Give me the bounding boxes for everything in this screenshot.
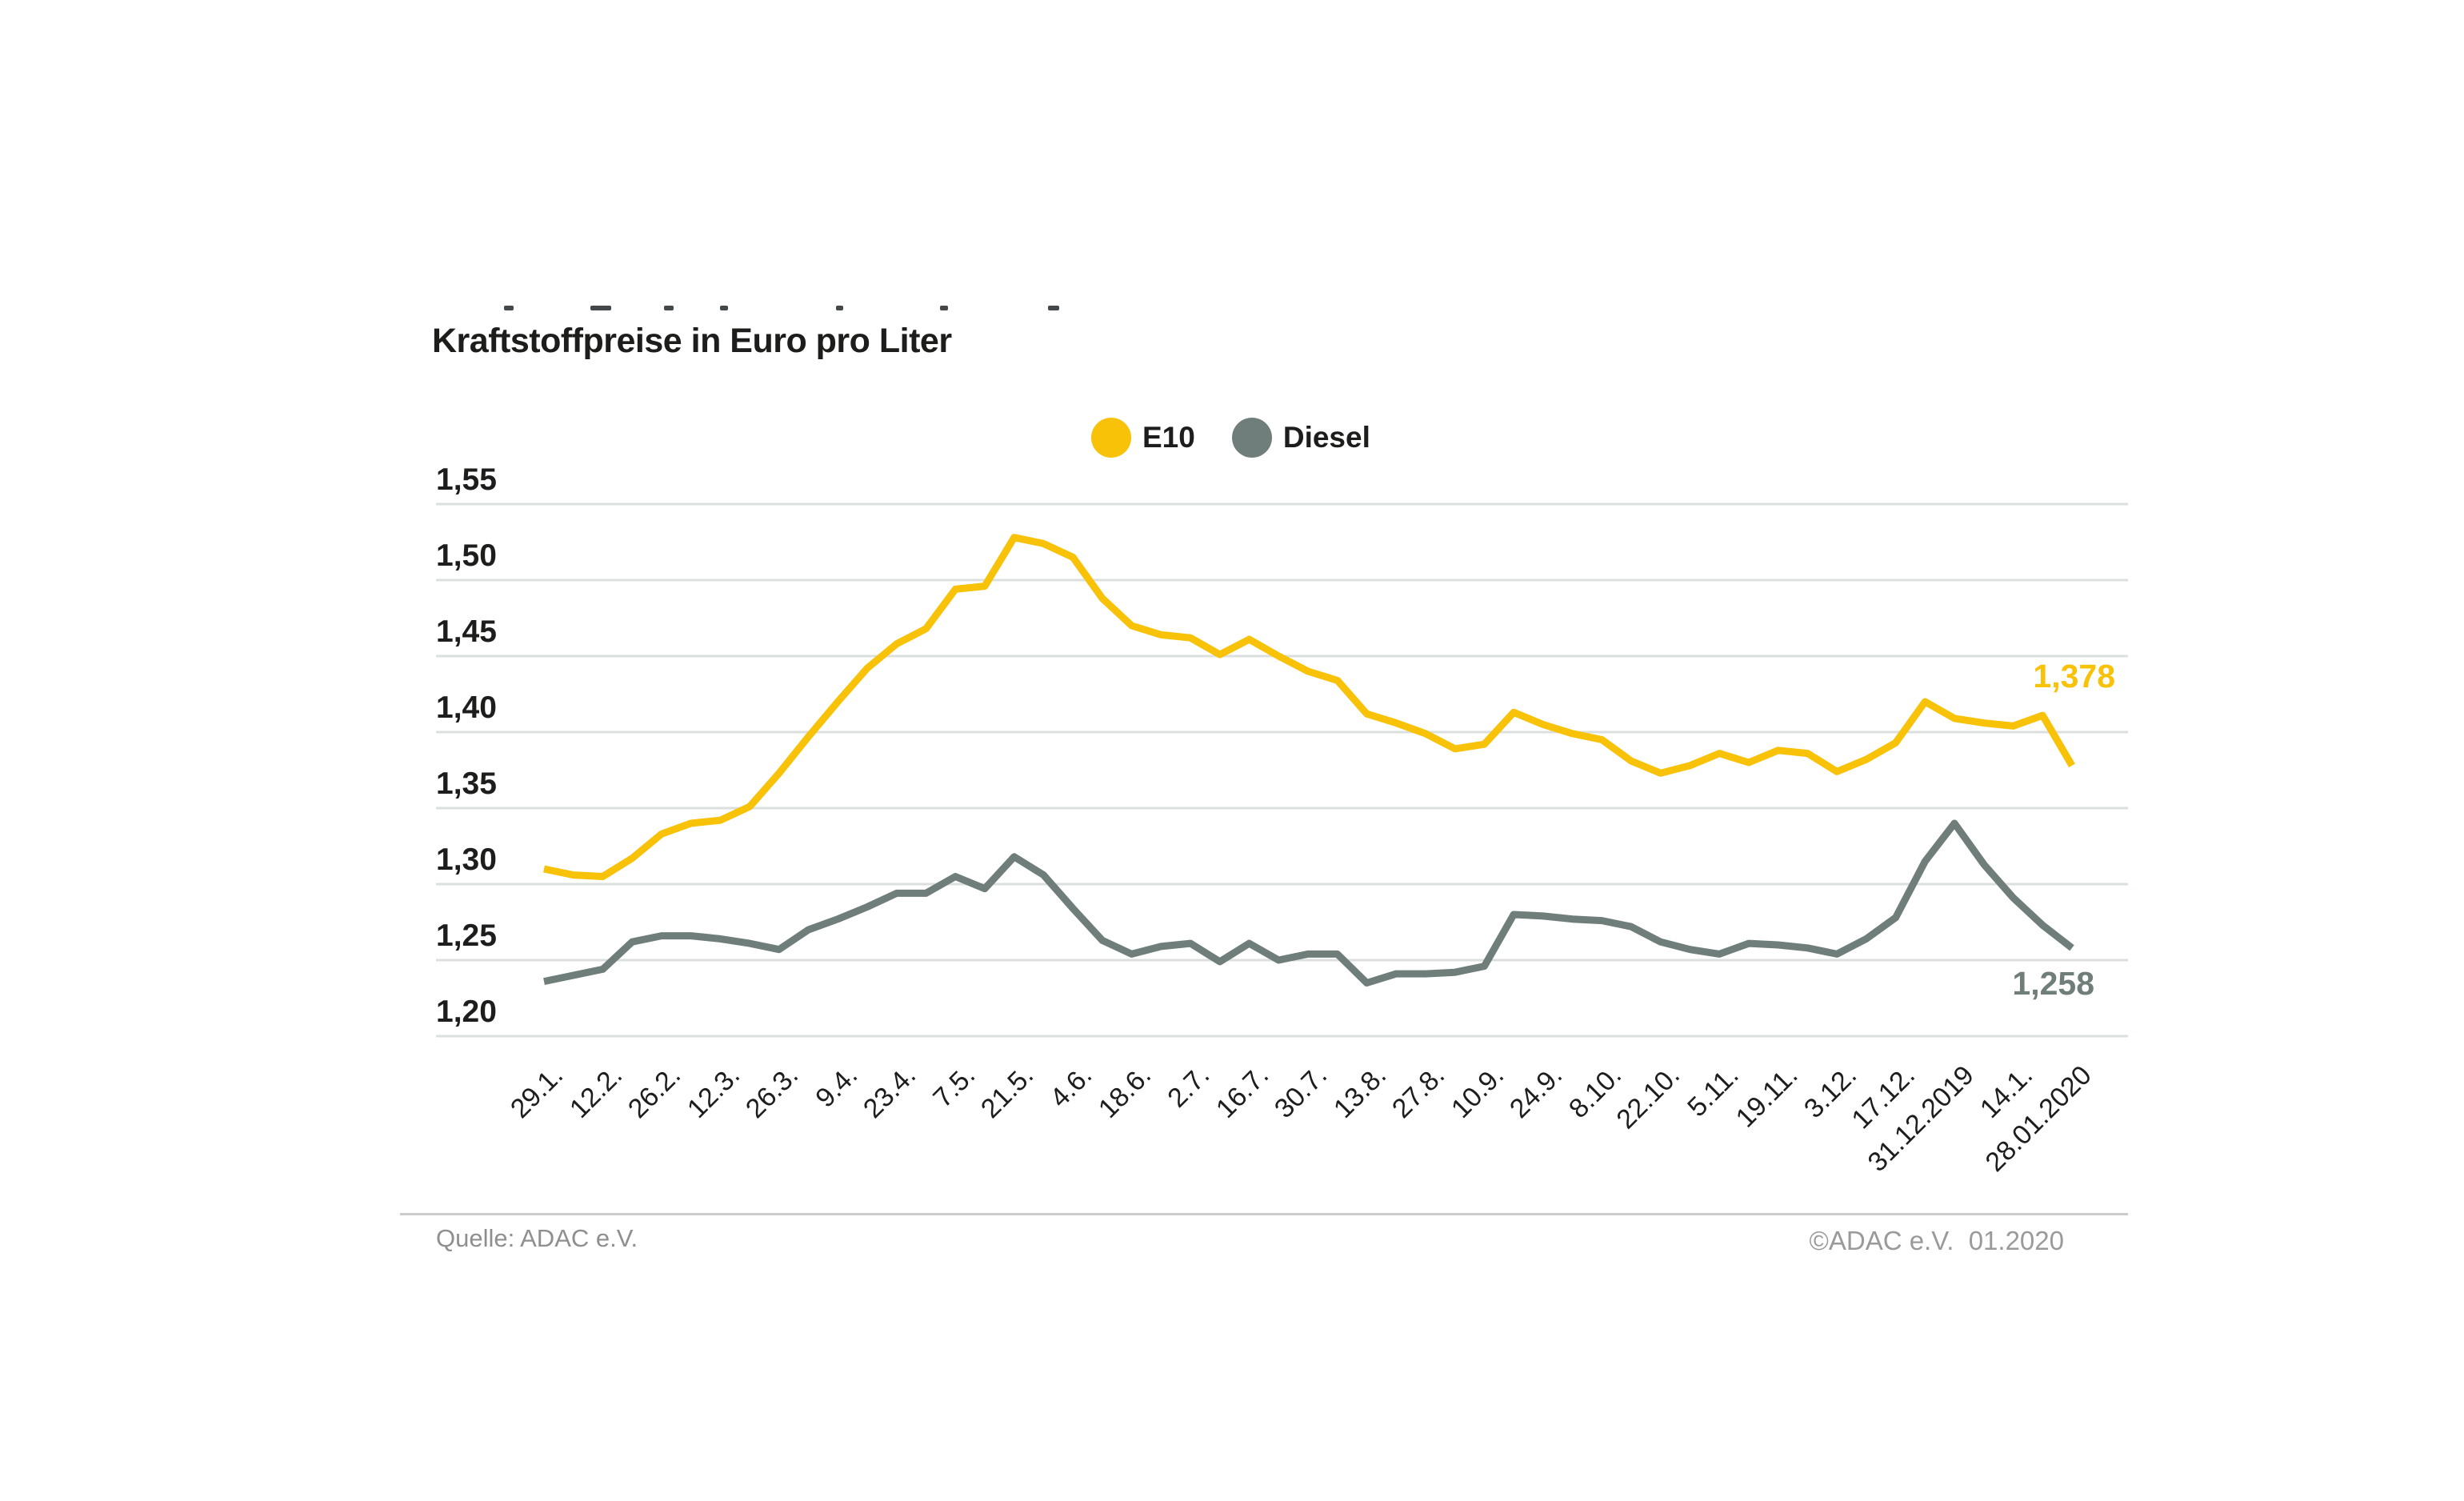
cropped-text-remnant-mark [836, 306, 843, 310]
gridlines [436, 502, 2128, 1038]
diesel-legend-dot-icon [1231, 418, 1272, 458]
cropped-text-remnant-mark [1048, 306, 1059, 310]
e10-line [543, 534, 2075, 880]
diesel-end-value-label: 1,258 [2012, 965, 2094, 1002]
diesel-legend-label: Diesel [1282, 421, 1370, 454]
e10-legend-dot-icon [1091, 418, 1131, 458]
cropped-text-remnant-mark [664, 306, 674, 310]
source-note: Quelle: ADAC e.V. [436, 1224, 638, 1252]
y-tick-label: 1,20 [436, 995, 497, 1029]
cropped-text-remnant-mark [940, 306, 948, 310]
y-tick-label: 1,40 [436, 690, 497, 725]
y-tick-label: 1,30 [436, 843, 497, 877]
e10-end-value-label: 1,378 [2033, 658, 2115, 694]
chart-title: Kraftstoffpreise in Euro pro Liter [432, 322, 952, 360]
e10-legend-label: E10 [1142, 421, 1195, 454]
series-lines [543, 534, 2075, 987]
cropped-text-remnant-mark [720, 306, 728, 310]
cropped-text-remnant-mark [590, 306, 611, 310]
y-tick-label: 1,45 [436, 614, 497, 649]
y-tick-label: 1,50 [436, 538, 497, 573]
footer-divider [400, 1213, 2128, 1215]
chart-legend: E10 Diesel [1091, 418, 1370, 458]
y-tick-label: 1,35 [436, 767, 497, 801]
y-tick-label: 1,25 [436, 919, 497, 953]
copyright-note: ©ADAC e.V. 01.2020 [1809, 1226, 2064, 1255]
diesel-line [543, 819, 2074, 987]
y-tick-label: 1,55 [436, 462, 497, 497]
cropped-text-remnant-mark [504, 306, 514, 310]
